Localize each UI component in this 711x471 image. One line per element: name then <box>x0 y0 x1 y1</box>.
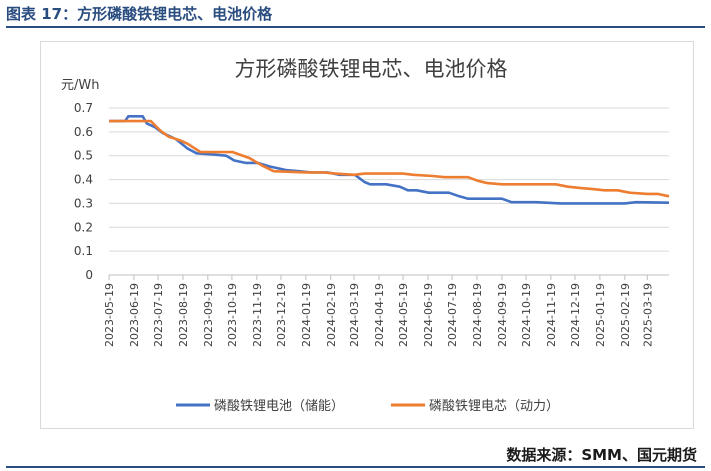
x-tick-label: 2024-05-19 <box>397 283 410 347</box>
y-axis-label: 元/Wh <box>61 78 99 93</box>
x-tick-label: 2024-06-19 <box>422 283 435 347</box>
chart-title: 方形磷酸铁锂电芯、电池价格 <box>235 57 508 81</box>
x-tick-label: 2025-03-19 <box>641 283 654 347</box>
x-tick-label: 2024-10-19 <box>520 283 533 347</box>
x-tick-label: 2024-03-19 <box>348 283 361 347</box>
x-tick-label: 2024-11-19 <box>545 283 558 347</box>
y-tick-label: 0.2 <box>74 220 93 234</box>
x-tick-label: 2025-01-19 <box>594 283 607 347</box>
y-tick-label: 0.7 <box>74 101 93 115</box>
x-tick-label: 2024-04-19 <box>373 283 386 347</box>
x-tick-label: 2024-07-19 <box>446 283 459 347</box>
y-tick-label: 0.4 <box>74 173 93 187</box>
y-tick-label: 0.3 <box>74 196 93 210</box>
x-tick-label: 2024-02-19 <box>325 283 338 347</box>
x-tick-label: 2024-12-19 <box>569 283 582 347</box>
x-tick-label: 2023-08-19 <box>177 283 190 347</box>
x-tick-label: 2023-09-19 <box>202 283 215 347</box>
x-tick-label: 2023-05-19 <box>103 283 116 347</box>
x-tick-label: 2023-12-19 <box>275 283 288 347</box>
x-tick-label: 2024-09-19 <box>496 283 509 347</box>
line-chart: 方形磷酸铁锂电芯、电池价格 元/Wh 0 0.1 0.2 0.3 0.4 0.5 0.6 0.… <box>61 57 670 414</box>
series-line-2 <box>109 119 670 198</box>
x-tick-label: 2024-08-19 <box>471 283 484 347</box>
y-tick-label: 0.6 <box>74 125 93 139</box>
x-tick-label: 2023-11-19 <box>251 283 264 347</box>
y-tick-label: 0.1 <box>74 244 93 258</box>
x-tick-label: 2024-01-19 <box>300 283 313 347</box>
x-tick-label: 2025-02-19 <box>619 283 632 347</box>
chart-frame: 方形磷酸铁锂电芯、电池价格 元/Wh 0 0.1 0.2 0.3 0.4 0.5 0.6 0.… <box>40 41 694 429</box>
x-tick-label: 2023-06-19 <box>128 283 141 347</box>
y-tick-label: 0.5 <box>74 149 93 163</box>
caption-divider <box>6 26 705 28</box>
x-tick-label: 2023-07-19 <box>152 283 165 347</box>
series-line-1 <box>109 115 670 205</box>
source-note: 数据来源：SMM、国元期货 <box>506 446 697 464</box>
legend-label-1: 磷酸铁锂电池（储能） <box>214 399 344 414</box>
y-tick-label: 0 <box>85 268 93 282</box>
bottom-divider <box>6 466 705 468</box>
legend-label-2: 磷酸铁锂电芯（动力） <box>429 399 559 414</box>
x-tick-label: 2023-10-19 <box>226 283 239 347</box>
figure-caption: 图表 17：方形磷酸铁锂电芯、电池价格 <box>6 5 273 23</box>
